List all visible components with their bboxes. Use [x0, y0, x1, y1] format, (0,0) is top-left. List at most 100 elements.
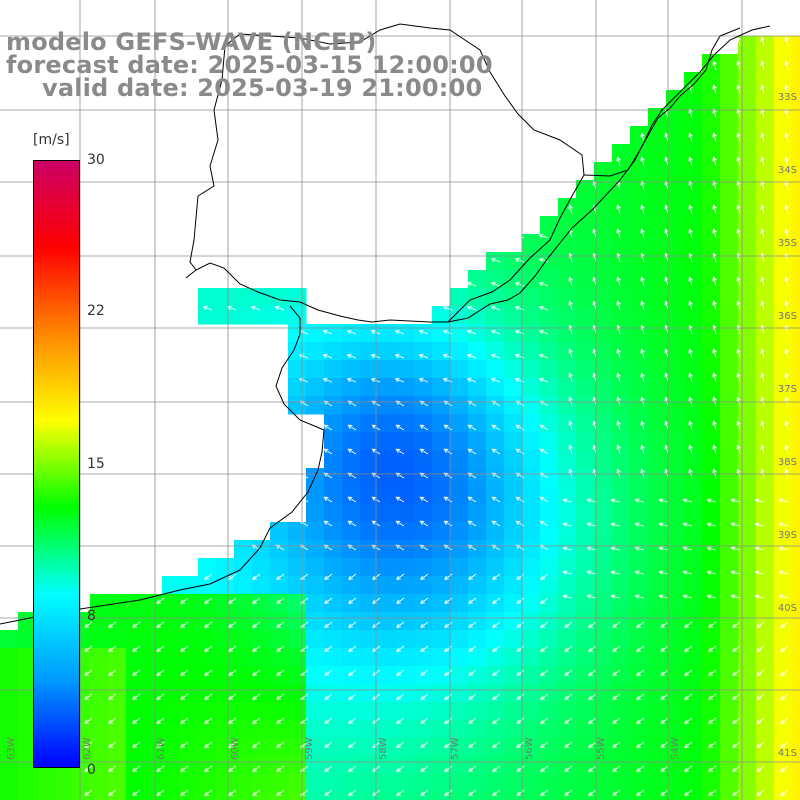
wind-cell [126, 792, 145, 800]
wind-cell [558, 324, 577, 343]
wind-cell [144, 684, 163, 703]
wind-cell [450, 504, 469, 523]
wind-cell [666, 342, 685, 361]
wind-cell [576, 630, 595, 649]
wind-arrow [419, 520, 429, 527]
wind-cell [720, 126, 739, 145]
wind-cell [504, 612, 523, 631]
wind-cell [558, 396, 577, 415]
wind-cell [108, 630, 127, 649]
wind-cell [486, 414, 505, 433]
wind-cell [522, 324, 541, 343]
wind-cell [648, 540, 667, 559]
wind-arrow [468, 669, 477, 677]
wind-cell [720, 576, 739, 595]
wind-arrow [736, 36, 741, 47]
wind-arrow [324, 693, 333, 701]
wind-arrow [490, 281, 501, 287]
wind-arrow [204, 669, 213, 677]
wind-cell [270, 558, 289, 577]
wind-cell [324, 396, 343, 415]
wind-cell [486, 648, 505, 667]
wind-cell [270, 702, 289, 721]
wind-cell [540, 216, 559, 235]
wind-cell [144, 666, 163, 685]
wind-cell [450, 774, 469, 793]
wind-cell [666, 252, 685, 271]
wind-cell [666, 414, 685, 433]
wind-cell [576, 504, 595, 523]
wind-cell [378, 540, 397, 559]
wind-cell [594, 396, 613, 415]
wind-arrow [84, 741, 93, 749]
wind-cell [126, 684, 145, 703]
wind-arrow [348, 573, 357, 581]
wind-arrow [634, 570, 645, 575]
wind-cell [792, 180, 800, 199]
wind-cell [252, 792, 271, 800]
wind-arrow [568, 420, 573, 431]
latitude-label: 37S [778, 384, 797, 395]
wind-cell [324, 792, 343, 800]
wind-cell [90, 774, 109, 793]
wind-arrow [156, 645, 165, 653]
wind-cell [630, 450, 649, 469]
wind-cell [486, 378, 505, 397]
wind-cell [558, 360, 577, 379]
wind-arrow [444, 669, 453, 677]
wind-cell [738, 576, 757, 595]
wind-arrow [516, 573, 525, 581]
wind-cell [792, 594, 800, 613]
wind-arrow [276, 597, 285, 605]
wind-cell [558, 252, 577, 271]
wind-cell [612, 432, 631, 451]
wind-cell [666, 756, 685, 775]
wind-cell [450, 558, 469, 577]
wind-cell [432, 756, 451, 775]
wind-cell [648, 738, 667, 757]
wind-cell [684, 180, 703, 199]
wind-arrow [640, 228, 645, 239]
wind-cell [468, 396, 487, 415]
wind-arrow [760, 180, 765, 191]
wind-cell [504, 666, 523, 685]
wind-cell [648, 558, 667, 577]
wind-cell [666, 144, 685, 163]
wind-cell [324, 432, 343, 451]
wind-arrow [616, 204, 621, 215]
wind-cell [90, 612, 109, 631]
wind-cell [306, 612, 325, 631]
wind-speed-field [0, 36, 800, 800]
wind-cell [558, 468, 577, 487]
wind-cell [234, 702, 253, 721]
wind-cell [432, 666, 451, 685]
wind-cell [540, 252, 559, 271]
wind-cell [774, 54, 793, 73]
wind-arrow [712, 60, 717, 71]
wind-cell [684, 378, 703, 397]
wind-arrow [682, 570, 693, 575]
wind-cell [648, 720, 667, 739]
wind-arrow [780, 765, 789, 773]
wind-cell [144, 774, 163, 793]
wind-cell [558, 558, 577, 577]
wind-arrow [490, 329, 501, 335]
wind-arrow [688, 228, 693, 239]
wind-arrow [539, 424, 549, 431]
wind-cell [504, 396, 523, 415]
wind-arrow [730, 594, 741, 599]
wind-arrow [736, 444, 741, 455]
wind-cell [342, 324, 361, 343]
wind-arrow [634, 594, 645, 599]
wind-cell [792, 144, 800, 163]
wind-cell [216, 594, 235, 613]
wind-cell [756, 252, 775, 271]
wind-cell [558, 630, 577, 649]
wind-arrow [760, 420, 765, 431]
wind-arrow [324, 765, 333, 773]
wind-cell [720, 756, 739, 775]
wind-arrow [538, 209, 549, 215]
wind-cell [288, 702, 307, 721]
wind-cell [504, 648, 523, 667]
wind-cell [720, 342, 739, 361]
